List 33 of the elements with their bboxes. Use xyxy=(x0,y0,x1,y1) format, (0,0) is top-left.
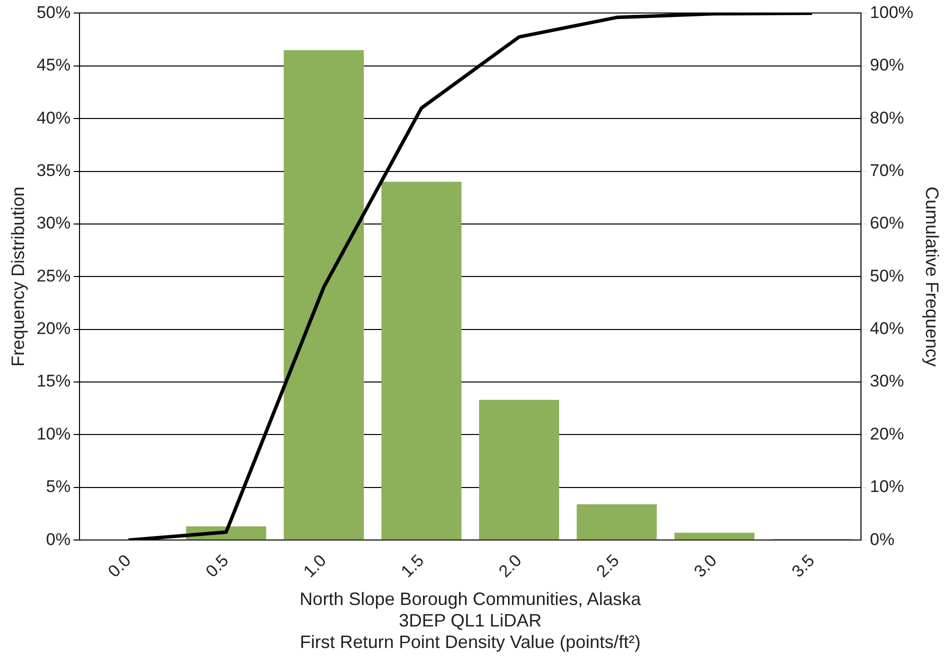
x-axis-title: North Slope Borough Communities, Alaska 3DEP QL1 LiDAR First Return Point Density Value (points/ft²) xyxy=(300,588,642,652)
y-tick-label: 50% xyxy=(36,2,71,22)
x-tick-label: 1.5 xyxy=(397,550,428,582)
y-axis-title: Frequency Distribution xyxy=(8,186,28,367)
y2-tick-label: 30% xyxy=(870,372,904,391)
y-tick-label: 5% xyxy=(46,477,71,496)
y-tick-label: 0% xyxy=(46,530,71,549)
y2-tick-label: 40% xyxy=(870,319,904,338)
y2-axis-title: Cumulative Frequency xyxy=(922,186,942,367)
x-tick-label: 3.5 xyxy=(788,550,818,582)
y2-tick-label: 50% xyxy=(870,266,904,286)
x-tick-label: 2.5 xyxy=(592,550,623,582)
y2-tick-label: 100% xyxy=(870,2,914,22)
x-tick-label: 0.5 xyxy=(202,550,232,582)
y-tick-label: 45% xyxy=(36,56,71,75)
y2-tick-label: 70% xyxy=(870,160,904,180)
y-tick-label: 35% xyxy=(36,160,71,180)
y-tick-label: 10% xyxy=(36,424,71,444)
y2-tick-label: 90% xyxy=(870,56,904,75)
y-tick-label: 25% xyxy=(36,266,71,286)
y-tick-label: 40% xyxy=(36,108,71,128)
x-tick-label: 1.0 xyxy=(300,550,330,582)
y-tick-label: 30% xyxy=(36,214,71,233)
x-tick-label: 3.0 xyxy=(690,550,721,582)
y-tick-label: 20% xyxy=(36,319,71,338)
y-tick-label: 15% xyxy=(36,372,71,391)
y2-tick-label: 0% xyxy=(870,530,894,549)
x-tick-label: 2.0 xyxy=(495,550,526,582)
y2-tick-label: 60% xyxy=(870,214,904,233)
y2-tick-label: 10% xyxy=(870,477,904,496)
x-tick-label: 0.0 xyxy=(104,550,135,582)
y2-tick-label: 20% xyxy=(870,424,904,444)
y2-tick-label: 80% xyxy=(870,108,904,128)
